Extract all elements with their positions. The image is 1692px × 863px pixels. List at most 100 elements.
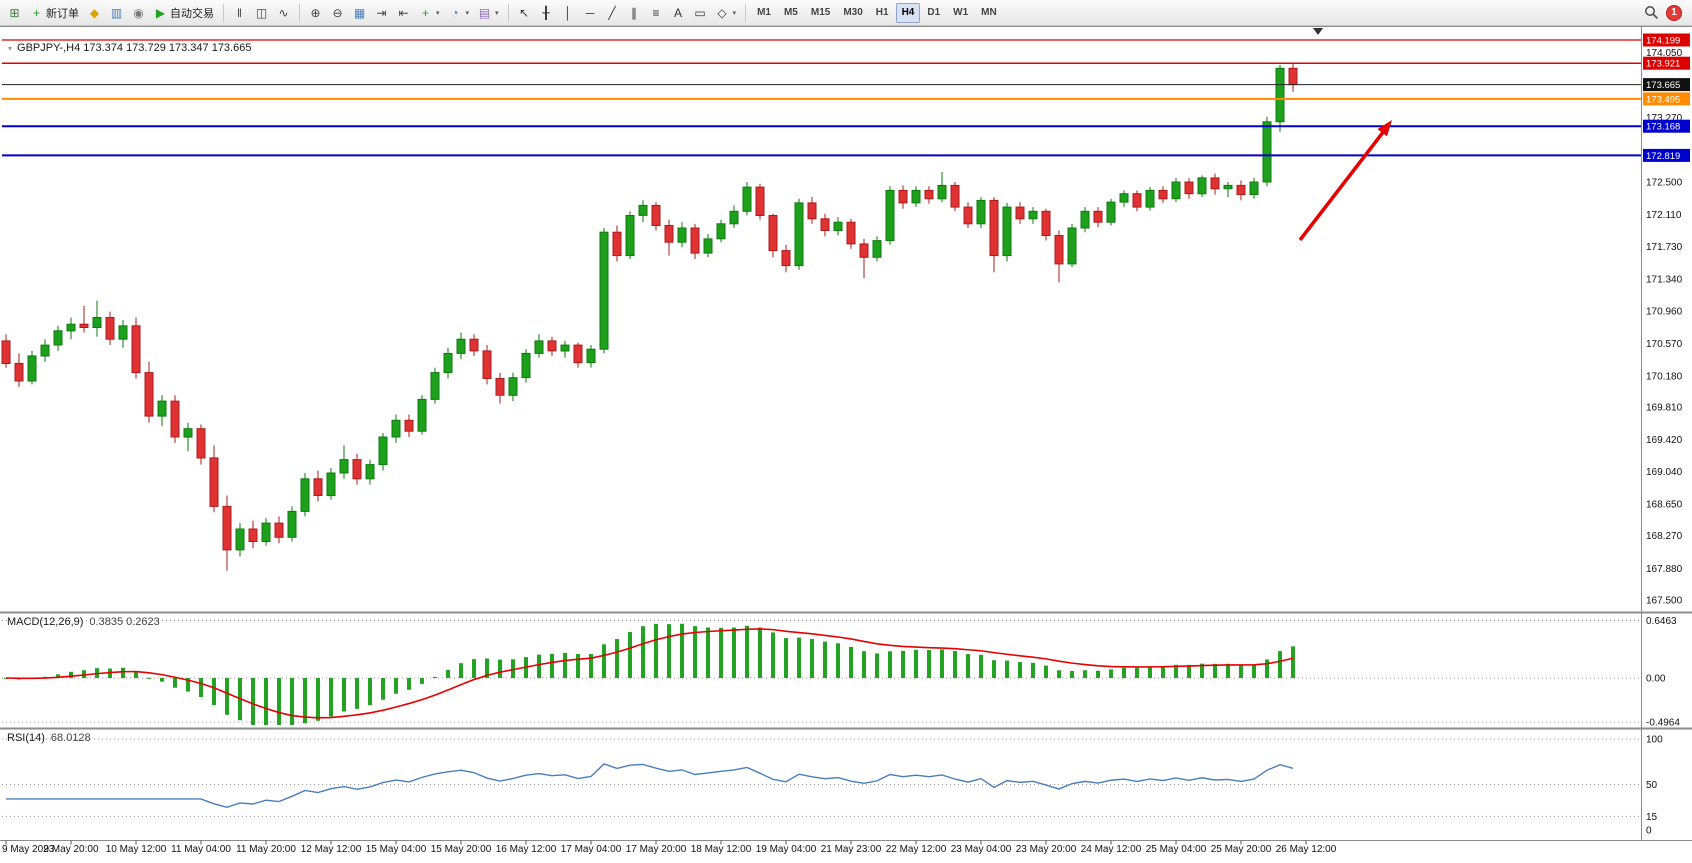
auto-scroll-icon: ⇥ [376,5,387,20]
svg-text:26 May 12:00: 26 May 12:00 [1276,844,1337,855]
trendline-button[interactable]: ╱ [602,3,623,23]
svg-text:171.340: 171.340 [1646,275,1683,286]
notification-badge[interactable]: 1 [1666,4,1682,21]
timeframe-d1-button[interactable]: D1 [921,3,946,23]
toolbar-right: 1 [1644,4,1688,21]
cursor-button[interactable]: ↖ [514,3,535,23]
svg-text:168.650: 168.650 [1646,499,1683,510]
dropdown-caret-icon: ▾ [436,9,440,17]
text-label-button[interactable]: ▭ [690,3,711,23]
svg-text:18 May 12:00: 18 May 12:00 [691,844,752,855]
symbol-dropdown-icon[interactable]: ▾ [8,43,13,53]
svg-text:23 May 04:00: 23 May 04:00 [951,844,1012,855]
svg-text:167.880: 167.880 [1646,564,1683,575]
timeframe-h4-button[interactable]: H4 [895,2,921,23]
new-chart-button[interactable]: ⊞ [4,3,25,23]
svg-text:170.960: 170.960 [1646,306,1683,317]
zoom-in-icon: ⊕ [310,5,321,20]
svg-text:15 May 04:00: 15 May 04:00 [366,844,427,855]
svg-text:50: 50 [1646,780,1658,791]
svg-text:21 May 23:00: 21 May 23:00 [821,844,882,855]
new-order-button-label: 新订单 [46,7,79,20]
chart-shift-icon: ⇤ [398,5,409,20]
zoom-out-button[interactable]: ⊖ [327,3,348,23]
new-order-button[interactable]: + 新订单 [26,3,83,23]
toolbar-separator [507,3,509,22]
timeframe-h1-button-label: H1 [875,7,889,18]
periods-button[interactable]: ◔ ▾ [445,3,474,23]
candlestick-chart-button[interactable]: ◫ [251,3,272,23]
svg-text:172.819: 172.819 [1646,151,1680,162]
svg-text:169.420: 169.420 [1646,435,1683,446]
crosshair-button[interactable]: ╂ [536,3,557,23]
horizontal-line-icon: ─ [585,5,595,20]
zoom-out-icon: ⊖ [332,5,343,20]
timeframe-mn-button[interactable]: MN [975,3,1003,23]
chart-window-icon: ⊞ [9,5,20,20]
svg-text:25 May 04:00: 25 May 04:00 [1146,844,1207,855]
svg-text:23 May 20:00: 23 May 20:00 [1016,844,1077,855]
text-button[interactable]: A [668,3,689,23]
trend-arrow-annotation [1377,120,1392,137]
indicators-button[interactable]: + ▾ [415,3,444,23]
navigator-button[interactable]: ◉ [128,3,149,23]
channel-button[interactable]: ∥ [624,3,645,23]
fibonacci-button[interactable]: ≡ [646,3,667,23]
horizontal-line-button[interactable]: ─ [580,3,601,23]
macd-values: 0.3835 0.2623 [89,616,160,628]
svg-text:173.495: 173.495 [1646,94,1680,105]
chart-shift-button[interactable]: ⇤ [393,3,414,23]
toolbar-separator [299,3,300,22]
svg-text:167.500: 167.500 [1646,596,1683,607]
svg-text:25 May 20:00: 25 May 20:00 [1211,844,1272,855]
tile-windows-button[interactable]: ▦ [349,3,370,23]
svg-text:170.570: 170.570 [1646,339,1683,350]
svg-text:10 May 12:00: 10 May 12:00 [106,844,167,855]
play-icon: ▶ [155,5,166,20]
timeframe-m5-button[interactable]: M5 [778,3,804,23]
line-chart-button[interactable]: ∿ [273,3,294,23]
text-icon: A [674,5,683,20]
magnifier-icon[interactable] [1644,5,1659,20]
vertical-line-button[interactable]: │ [558,3,579,23]
timeframe-h1-button[interactable]: H1 [870,3,895,23]
timeframe-m15-button[interactable]: M15 [805,3,836,23]
svg-text:15 May 20:00: 15 May 20:00 [431,844,492,855]
svg-text:168.270: 168.270 [1646,531,1683,542]
svg-text:172.110: 172.110 [1646,210,1682,221]
vertical-line-icon: │ [564,5,572,20]
svg-text:0.00: 0.00 [1646,674,1666,685]
line-chart-icon: ∿ [278,5,289,20]
add-indicator-icon: + [421,5,429,20]
svg-text:173.665: 173.665 [1646,80,1680,91]
timeframe-m30-button[interactable]: M30 [837,3,868,23]
chart-title-text: GBPJPY-,H4 173.374 173.729 173.347 173.6… [17,42,252,54]
market-watch-icon: ◆ [89,5,100,20]
main-toolbar: ⊞ + 新订单 ◆ ▥ ◉ ▶ 自动交易 ‖ ◫ ∿ ⊕ ⊖ ▦ ⇥ ⇤ + ▾ ◔ ▾ ▤ ▾ ↖ ╂ │ ─ ╱ ∥ ≡ A ▭ ◇ ▾ M1… [0,0,1692,26]
timeframe-m1-button-label: M1 [757,7,771,18]
navigator-icon: ◉ [133,5,144,20]
market-watch-button[interactable]: ◆ [84,3,105,23]
timeframe-m1-button[interactable]: M1 [751,3,777,23]
svg-text:19 May 04:00: 19 May 04:00 [756,844,817,855]
rsi-value: 68.0128 [50,732,91,744]
zoom-in-button[interactable]: ⊕ [305,3,326,23]
timeframe-m30-button-label: M30 [843,7,863,18]
bar-chart-button[interactable]: ‖ [229,3,250,23]
text-label-icon: ▭ [694,5,706,20]
data-window-button[interactable]: ▥ [106,3,127,23]
templates-button[interactable]: ▤ ▾ [474,3,503,23]
svg-text:174.199: 174.199 [1646,36,1680,47]
timeframe-m15-button-label: M15 [810,7,831,18]
auto-scroll-button[interactable]: ⇥ [371,3,392,23]
tile-windows-icon: ▦ [353,5,366,20]
shapes-button[interactable]: ◇ ▾ [712,3,741,23]
timeframe-w1-button[interactable]: W1 [947,3,974,23]
svg-text:9 May 20:00: 9 May 20:00 [43,844,98,855]
svg-text:15: 15 [1646,812,1658,823]
svg-text:9 May 2023: 9 May 2023 [2,844,55,855]
auto-trading-button[interactable]: ▶ 自动交易 [150,3,218,23]
timeframe-h4-button-label: H4 [901,7,915,18]
